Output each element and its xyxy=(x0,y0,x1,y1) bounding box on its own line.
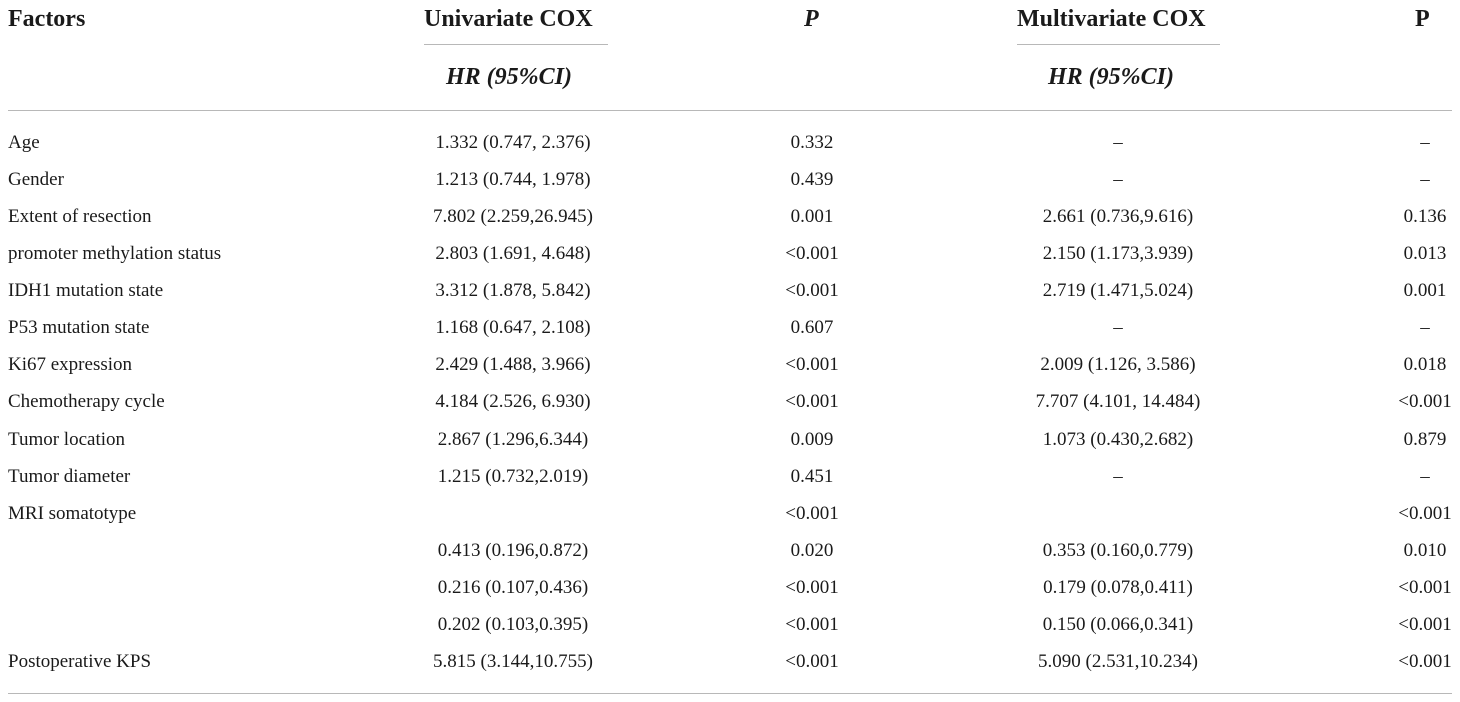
univariate-p-cell: 0.607 xyxy=(790,317,834,339)
univariate-p-cell: 0.451 xyxy=(790,465,834,487)
multivariate-hr-cell: 7.707 (4.101, 14.484) xyxy=(1035,391,1201,413)
univariate-p-cell: <0.001 xyxy=(785,502,839,524)
univariate-hr-cell: 7.802 (2.259,26.945) xyxy=(433,206,593,228)
header-univariate-p: P xyxy=(804,6,819,32)
multivariate-hr-cell: 2.150 (1.173,3.939) xyxy=(1042,243,1194,265)
table-row: Tumor diameter 1.215 (0.732,2.019) 0.451 – – xyxy=(0,467,1460,504)
table-row: 0.216 (0.107,0.436) <0.001 0.179 (0.078,0.… xyxy=(0,578,1460,615)
table-row: IDH1 mutation state 3.312 (1.878, 5.842) <… xyxy=(0,281,1460,318)
multivariate-hr-cell: 2.009 (1.126, 3.586) xyxy=(1040,354,1196,376)
table-row: P53 mutation state 1.168 (0.647, 2.108) 0.… xyxy=(0,318,1460,355)
header-multivariate-hr: HR (95%CI) xyxy=(1048,64,1174,90)
multivariate-hr-cell: – xyxy=(1113,465,1123,487)
factor-cell: Tumor diameter xyxy=(8,465,131,487)
multivariate-p-cell: <0.001 xyxy=(1398,502,1452,524)
header-multivariate-p: P xyxy=(1415,6,1430,32)
univariate-p-cell: 0.001 xyxy=(790,206,834,228)
univariate-p-cell: <0.001 xyxy=(785,613,839,635)
univariate-p-cell: 0.439 xyxy=(790,169,834,191)
multivariate-hr-cell: 0.150 (0.066,0.341) xyxy=(1042,613,1194,635)
table-bottom-rule xyxy=(8,693,1452,694)
univariate-hr-cell: 1.213 (0.744, 1.978) xyxy=(435,169,591,191)
table-row: 0.413 (0.196,0.872) 0.020 0.353 (0.160,0.7… xyxy=(0,541,1460,578)
univariate-p-cell: <0.001 xyxy=(785,243,839,265)
factor-cell: Extent of resection xyxy=(8,206,152,228)
univariate-p-cell: <0.001 xyxy=(785,354,839,376)
univariate-hr-cell: 2.803 (1.691, 4.648) xyxy=(435,243,591,265)
multivariate-p-cell: – xyxy=(1420,132,1430,153)
univariate-p-cell: <0.001 xyxy=(785,391,839,413)
multivariate-p-cell: – xyxy=(1420,317,1430,339)
factor-cell: promoter methylation status xyxy=(8,243,222,265)
header-multivariate-cox: Multivariate COX xyxy=(1017,6,1206,32)
multivariate-p-cell: <0.001 xyxy=(1398,613,1452,635)
multivariate-hr-cell: – xyxy=(1113,169,1123,191)
univariate-hr-cell: 0.216 (0.107,0.436) xyxy=(437,576,589,598)
factor-cell: Postoperative KPS xyxy=(8,650,152,672)
multivariate-hr-cell: 0.179 (0.078,0.411) xyxy=(1043,576,1193,598)
univariate-hr-cell: 3.312 (1.878, 5.842) xyxy=(435,280,591,302)
multivariate-p-cell: 0.010 xyxy=(1403,539,1447,561)
multivariate-p-cell: 0.879 xyxy=(1403,428,1447,450)
factor-cell: Chemotherapy cycle xyxy=(8,391,165,413)
table-row: promoter methylation status 2.803 (1.691,… xyxy=(0,244,1460,281)
multivariate-p-cell: <0.001 xyxy=(1398,576,1452,598)
univariate-p-cell: 0.020 xyxy=(790,539,834,561)
factor-cell: P53 mutation state xyxy=(8,317,150,339)
univariate-hr-cell: 0.413 (0.196,0.872) xyxy=(437,539,589,561)
multivariate-p-cell: 0.018 xyxy=(1403,354,1447,376)
multivariate-hr-cell: 2.719 (1.471,5.024) xyxy=(1042,280,1194,302)
factor-cell: Age xyxy=(8,132,40,153)
multivariate-hr-cell: 2.661 (0.736,9.616) xyxy=(1042,206,1194,228)
multivariate-p-cell: <0.001 xyxy=(1398,391,1452,413)
table-row: Gender 1.213 (0.744, 1.978) 0.439 – – xyxy=(0,170,1460,207)
univariate-hr-cell: 2.867 (1.296,6.344) xyxy=(437,428,589,450)
factor-cell: Gender xyxy=(8,169,64,191)
table-row: Extent of resection 7.802 (2.259,26.945) 0… xyxy=(0,207,1460,244)
factor-cell: Tumor location xyxy=(8,428,125,450)
univariate-hr-cell: 4.184 (2.526, 6.930) xyxy=(435,391,591,413)
univariate-hr-cell: 1.168 (0.647, 2.108) xyxy=(435,317,591,339)
table-row: 0.202 (0.103,0.395) <0.001 0.150 (0.066,0.… xyxy=(0,615,1460,652)
table-row: MRI somatotype <0.001 <0.001 xyxy=(0,504,1460,541)
univariate-hr-cell: 1.215 (0.732,2.019) xyxy=(437,465,589,487)
univariate-hr-cell: 0.202 (0.103,0.395) xyxy=(437,613,589,635)
multivariate-hr-cell: 5.090 (2.531,10.234) xyxy=(1038,650,1198,672)
header-univariate-hr: HR (95%CI) xyxy=(446,64,572,90)
header-rule xyxy=(8,110,1452,111)
univariate-p-cell: <0.001 xyxy=(785,576,839,598)
univariate-hr-cell: 2.429 (1.488, 3.966) xyxy=(435,354,591,376)
univariate-p-cell: <0.001 xyxy=(785,280,839,302)
table-row: Postoperative KPS 5.815 (3.144,10.755) <0.… xyxy=(0,652,1460,689)
univariate-hr-cell: 5.815 (3.144,10.755) xyxy=(433,650,593,672)
table-row: Tumor location 2.867 (1.296,6.344) 0.009 1.… xyxy=(0,430,1460,467)
multivariate-p-cell: – xyxy=(1420,465,1430,487)
header-factors: Factors xyxy=(8,6,86,32)
factor-cell: Ki67 expression xyxy=(8,354,133,376)
multivariate-hr-cell: – xyxy=(1113,132,1123,153)
univariate-header-underline xyxy=(424,44,608,45)
factor-cell: IDH1 mutation state xyxy=(8,280,164,302)
multivariate-p-cell: 0.013 xyxy=(1403,243,1447,265)
univariate-p-cell: 0.332 xyxy=(790,132,834,153)
multivariate-hr-cell: 0.353 (0.160,0.779) xyxy=(1042,539,1194,561)
table-row: Ki67 expression 2.429 (1.488, 3.966) <0.00… xyxy=(0,355,1460,392)
multivariate-header-underline xyxy=(1017,44,1220,45)
table-row: Age 1.332 (0.747, 2.376) 0.332 – – xyxy=(0,133,1460,170)
univariate-hr-cell: 1.332 (0.747, 2.376) xyxy=(435,132,591,153)
univariate-p-cell: <0.001 xyxy=(785,650,839,672)
multivariate-p-cell: 0.136 xyxy=(1403,206,1447,228)
multivariate-p-cell: 0.001 xyxy=(1403,280,1447,302)
univariate-p-cell: 0.009 xyxy=(790,428,834,450)
multivariate-hr-cell: 1.073 (0.430,2.682) xyxy=(1042,428,1194,450)
table-row: Chemotherapy cycle 4.184 (2.526, 6.930) <0… xyxy=(0,392,1460,429)
header-univariate-cox: Univariate COX xyxy=(424,6,593,32)
factor-cell: MRI somatotype xyxy=(8,502,137,524)
multivariate-p-cell: – xyxy=(1420,169,1430,191)
multivariate-hr-cell: – xyxy=(1113,317,1123,339)
multivariate-p-cell: <0.001 xyxy=(1398,650,1452,672)
